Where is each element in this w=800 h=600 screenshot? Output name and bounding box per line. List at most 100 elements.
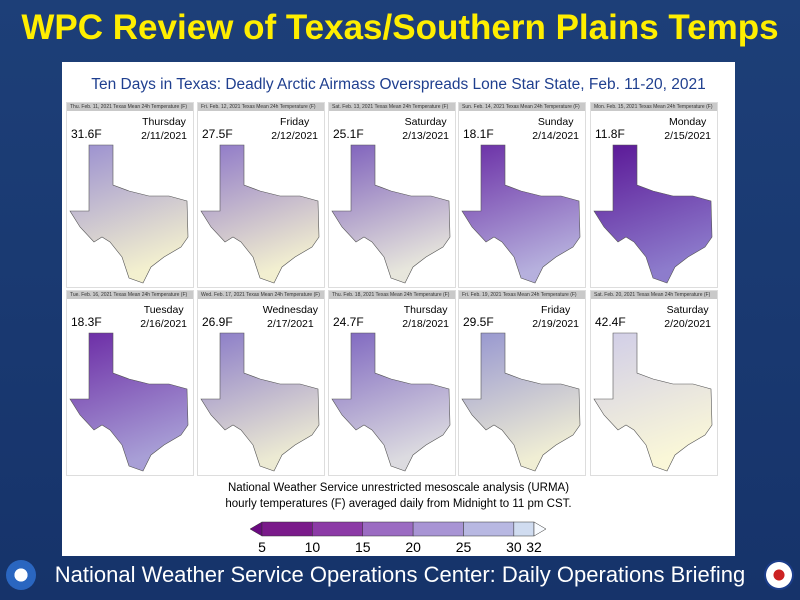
texas-map: [200, 144, 320, 284]
date: 2/15/2021: [664, 130, 711, 142]
texas-shape: [331, 332, 451, 472]
panel-header: Fri. Feb. 19, 2021 Texas Mean 24h Temper…: [459, 291, 585, 299]
content-panel: Ten Days in Texas: Deadly Arctic Airmass…: [62, 62, 735, 556]
mean-temperature: 25.1F: [333, 127, 364, 141]
panel-date: Friday 2/12/2021: [271, 115, 318, 143]
panel-date: Friday 2/19/2021: [532, 303, 579, 331]
map-panel: Sun. Feb. 14, 2021 Texas Mean 24h Temper…: [458, 102, 586, 288]
colorbar-end: [533, 521, 547, 537]
colorbar-segment: [312, 521, 363, 537]
texas-shape: [200, 144, 320, 284]
panel-header: Thu. Feb. 11, 2021 Texas Mean 24h Temper…: [67, 103, 193, 111]
panel-date: Wednesday 2/17/2021: [263, 303, 318, 331]
texas-shape: [331, 144, 451, 284]
mean-temperature: 18.1F: [463, 127, 494, 141]
panel-header: Sat. Feb. 13, 2021 Texas Mean 24h Temper…: [329, 103, 455, 111]
texas-map: [69, 332, 189, 472]
map-panel: Thu. Feb. 11, 2021 Texas Mean 24h Temper…: [66, 102, 194, 288]
panel-date: Saturday 2/20/2021: [664, 303, 711, 331]
day-name: Tuesday: [143, 304, 184, 316]
footer: National Weather Service Operations Cent…: [54, 562, 746, 587]
day-name: Thursday: [403, 304, 448, 316]
map-panel: Tue. Feb. 16, 2021 Texas Mean 24h Temper…: [66, 290, 194, 476]
texas-shape: [593, 144, 713, 284]
texas-shape: [593, 332, 713, 472]
mean-temperature: 42.4F: [595, 315, 626, 329]
panel-header: Sun. Feb. 14, 2021 Texas Mean 24h Temper…: [459, 103, 585, 111]
map-panel: Fri. Feb. 12, 2021 Texas Mean 24h Temper…: [197, 102, 325, 288]
colorbar-label: 20: [405, 539, 421, 555]
texas-shape: [200, 332, 320, 472]
panel-date: Sunday 2/14/2021: [532, 115, 579, 143]
map-panel: Mon. Feb. 15, 2021 Texas Mean 24h Temper…: [590, 102, 718, 288]
colorbar: 5 10 15 20 25 30 32: [249, 521, 547, 555]
colorbar-label: 5: [258, 539, 266, 555]
colorbar-segment: [513, 521, 535, 537]
caption-line: hourly temperatures (F) averaged daily f…: [225, 498, 572, 510]
mean-temperature: 18.3F: [71, 315, 102, 329]
panel-header: Mon. Feb. 15, 2021 Texas Mean 24h Temper…: [591, 103, 717, 111]
panel-header: Thu. Feb. 18, 2021 Texas Mean 24h Temper…: [329, 291, 455, 299]
day-name: Wednesday: [262, 304, 318, 316]
caption-line: National Weather Service unrestricted me…: [227, 482, 570, 494]
date: 2/11/2021: [141, 130, 187, 142]
colorbar-label: 32: [526, 539, 542, 555]
mean-temperature: 26.9F: [202, 315, 233, 329]
mean-temperature: 24.7F: [333, 315, 364, 329]
day-name: Monday: [668, 116, 707, 128]
panel-date: Thursday 2/18/2021: [402, 303, 449, 331]
texas-shape: [461, 144, 581, 284]
noaa-logo: [6, 560, 36, 590]
day-name: Friday: [280, 116, 310, 128]
colorbar-label: 25: [456, 539, 472, 555]
colorbar-label: 15: [355, 539, 371, 555]
nws-logo: [764, 560, 794, 590]
colorbar-segment: [463, 521, 515, 537]
panel-header: Tue. Feb. 16, 2021 Texas Mean 24h Temper…: [67, 291, 193, 299]
texas-map: [69, 144, 189, 284]
texas-map: [593, 144, 713, 284]
subtitle: Ten Days in Texas: Deadly Arctic Airmass…: [91, 76, 706, 93]
mean-temperature: 29.5F: [463, 315, 494, 329]
colorbar-end: [249, 521, 263, 537]
caption: National Weather Service unrestricted me…: [62, 480, 735, 512]
slide-title: WPC Review of Texas/Southern Plains Temp…: [21, 8, 779, 47]
panel-date: Monday 2/15/2021: [664, 115, 711, 143]
colorbar-label: 30: [506, 539, 522, 555]
day-name: Friday: [541, 304, 571, 316]
texas-map: [331, 144, 451, 284]
panel-date: Thursday 2/11/2021: [141, 115, 187, 143]
day-name: Saturday: [404, 116, 447, 128]
mean-temperature: 27.5F: [202, 127, 233, 141]
texas-map: [461, 144, 581, 284]
day-name: Saturday: [666, 304, 709, 316]
date: 2/17/2021: [267, 318, 314, 330]
texas-shape: [461, 332, 581, 472]
date: 2/14/2021: [532, 130, 579, 142]
texas-map: [461, 332, 581, 472]
map-panel: Thu. Feb. 18, 2021 Texas Mean 24h Temper…: [328, 290, 456, 476]
map-panel: Fri. Feb. 19, 2021 Texas Mean 24h Temper…: [458, 290, 586, 476]
texas-map: [593, 332, 713, 472]
date: 2/20/2021: [664, 318, 711, 330]
panel-date: Saturday 2/13/2021: [402, 115, 449, 143]
map-panel: Wed. Feb. 17, 2021 Texas Mean 24h Temper…: [197, 290, 325, 476]
panel-header: Wed. Feb. 17, 2021 Texas Mean 24h Temper…: [198, 291, 324, 299]
colorbar-label: 10: [305, 539, 321, 555]
texas-map: [200, 332, 320, 472]
date: 2/19/2021: [532, 318, 579, 330]
mean-temperature: 31.6F: [71, 127, 102, 141]
texas-shape: [69, 144, 189, 284]
date: 2/16/2021: [140, 318, 187, 330]
date: 2/18/2021: [402, 318, 449, 330]
day-name: Thursday: [142, 116, 186, 128]
panel-date: Tuesday 2/16/2021: [140, 303, 187, 331]
colorbar-segment: [362, 521, 414, 537]
colorbar-segment: [261, 521, 313, 537]
texas-map: [331, 332, 451, 472]
map-panel: Sat. Feb. 13, 2021 Texas Mean 24h Temper…: [328, 102, 456, 288]
mean-temperature: 11.8F: [595, 127, 625, 141]
date: 2/13/2021: [402, 130, 449, 142]
texas-shape: [69, 332, 189, 472]
